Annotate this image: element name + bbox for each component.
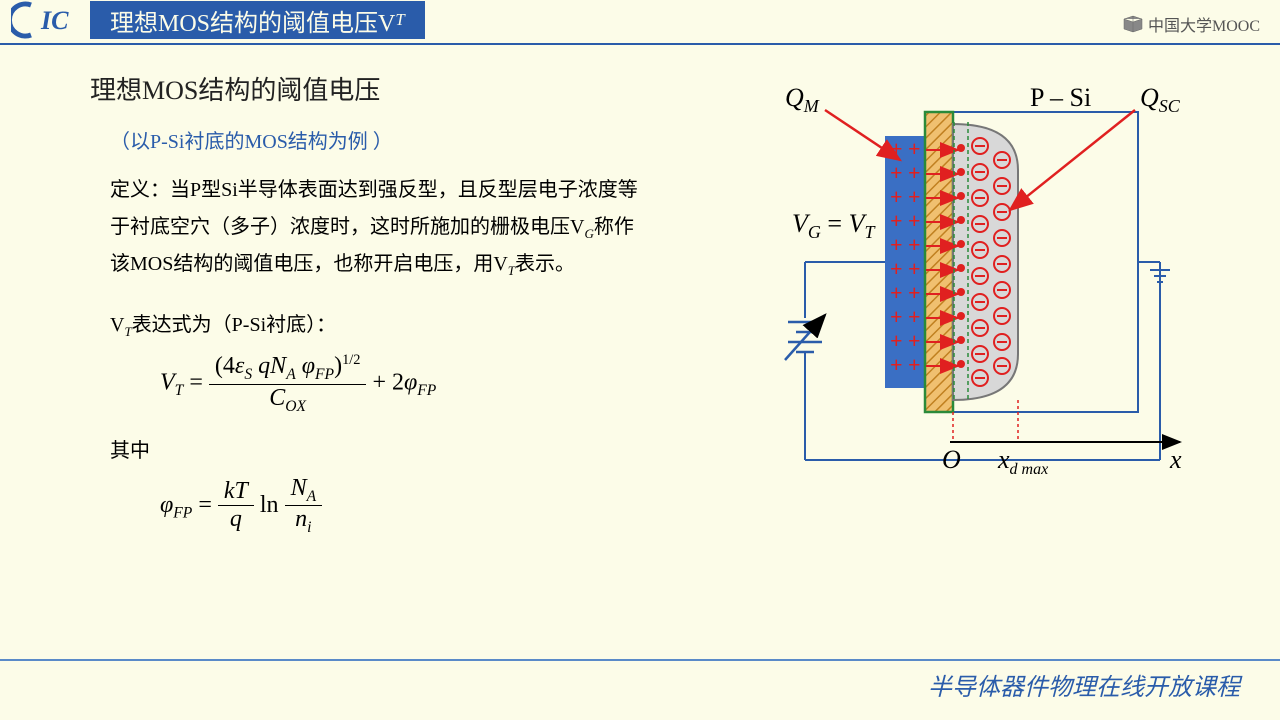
equation-intro: VT表达式为（P-Si衬底）： <box>110 308 650 340</box>
page-title: 理想MOS结构的阈值电压V <box>110 3 395 38</box>
svg-text:+: + <box>908 352 921 377</box>
svg-text:+: + <box>908 280 921 305</box>
svg-text:+: + <box>890 304 903 329</box>
svg-text:+: + <box>908 160 921 185</box>
equation-phi: φFP = kTq ln NAni <box>160 475 650 538</box>
svg-text:+: + <box>890 256 903 281</box>
footer: 半导体器件物理在线开放课程 <box>0 659 1280 702</box>
svg-text:+: + <box>908 328 921 353</box>
svg-text:+: + <box>908 208 921 233</box>
section-heading: 理想MOS结构的阈值电压 <box>90 70 650 107</box>
header: IC 理想MOS结构的阈值电压VT 中国大学MOOC <box>0 0 1280 40</box>
mooc-logo: 中国大学MOOC <box>1122 12 1260 36</box>
svg-text:+: + <box>890 184 903 209</box>
svg-text:IC: IC <box>40 6 69 35</box>
svg-text:+: + <box>890 352 903 377</box>
svg-text:+: + <box>890 232 903 257</box>
content: 理想MOS结构的阈值电压 （以P-Si衬底的MOS结构为例 ） 定义：当P型Si… <box>0 45 1280 555</box>
svg-text:QSC: QSC <box>1140 83 1181 116</box>
svg-text:+: + <box>908 304 921 329</box>
svg-text:+: + <box>908 184 921 209</box>
svg-text:+: + <box>908 232 921 257</box>
svg-text:xd max: xd max <box>997 445 1048 478</box>
svg-text:+: + <box>890 160 903 185</box>
svg-text:O: O <box>942 445 961 474</box>
right-column: ++ ++ ++ ++ ++ ++ ++ ++ ++ ++ <box>650 70 1190 555</box>
where-label: 其中 <box>110 434 650 463</box>
logo: IC <box>10 0 90 40</box>
svg-text:+: + <box>890 280 903 305</box>
mos-diagram: ++ ++ ++ ++ ++ ++ ++ ++ ++ ++ <box>710 70 1210 500</box>
svg-text:QM: QM <box>785 83 820 116</box>
title-bar: 理想MOS结构的阈值电压VT <box>90 1 425 39</box>
svg-text:x: x <box>1169 445 1182 474</box>
definition-text: 定义：当P型Si半导体表面达到强反型，且反型层电子浓度等于衬底空穴（多子）浓度时… <box>110 172 650 283</box>
svg-text:VG = VT: VG = VT <box>792 209 876 242</box>
svg-text:+: + <box>908 256 921 281</box>
subtitle: （以P-Si衬底的MOS结构为例 ） <box>110 125 650 154</box>
svg-text:+: + <box>908 136 921 161</box>
equation-vt: VT = (4εS qNA φFP)1/2 COX + 2φFP <box>160 352 650 416</box>
svg-text:+: + <box>890 328 903 353</box>
svg-text:P – Si: P – Si <box>1030 83 1091 112</box>
left-column: 理想MOS结构的阈值电压 （以P-Si衬底的MOS结构为例 ） 定义：当P型Si… <box>90 70 650 555</box>
svg-text:+: + <box>890 208 903 233</box>
footer-text: 半导体器件物理在线开放课程 <box>928 675 1240 701</box>
